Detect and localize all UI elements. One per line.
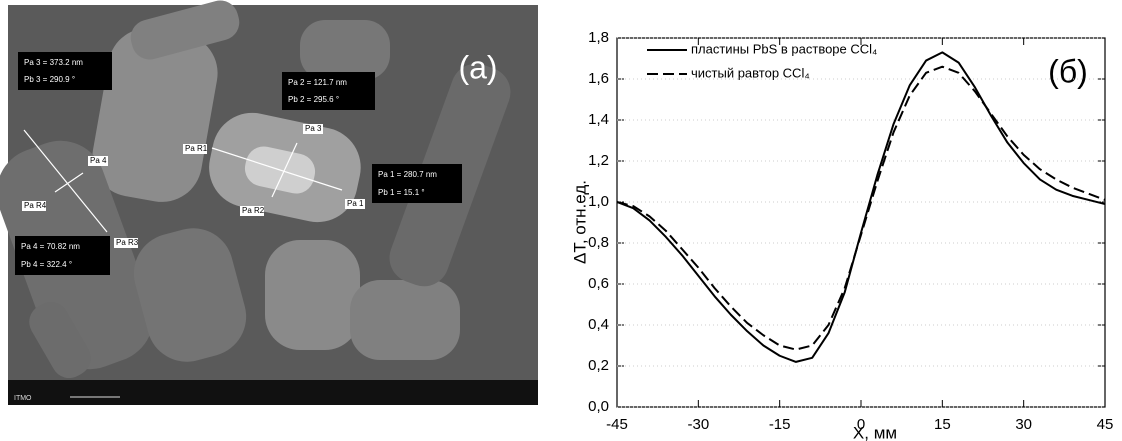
marker-label: Pa R1 [185,144,208,153]
x-axis-label: X, мм [853,423,897,441]
marker-label: Pa R2 [242,206,265,215]
annotation: Pb 1 = 15.1 ° [378,188,425,197]
legend-label: чистый равтор CCl₄ [691,65,810,80]
x-tick-label: 45 [1097,416,1114,433]
y-tick-label: 1,0 [588,193,609,210]
y-tick-label: 1,8 [588,29,609,46]
y-tick-label: 0,6 [588,275,609,292]
annotation: Pa 4 = 70.82 nm [21,242,80,251]
legend-label: пластины PbS в растворе CCl₄ [691,41,877,56]
plot-frame [616,37,1106,408]
annotation: Pb 2 = 295.6 ° [288,95,339,104]
x-tick-label: -30 [687,416,709,433]
series-line [616,65,1106,351]
marker-label: Pa R3 [116,238,139,247]
annotation: Pa 2 = 121.7 nm [288,78,347,87]
y-tick-label: 1,4 [588,111,609,128]
info-bar [8,380,538,405]
y-tick-label: 1,6 [588,70,609,87]
annotation: Pb 3 = 290.9 ° [24,75,75,84]
y-tick-label: 0,2 [588,357,609,374]
sem-image: Pa 3 = 373.2 nm Pb 3 = 290.9 ° Pa 2 = 12… [0,0,538,405]
x-tick-label: 30 [1015,416,1032,433]
x-tick-label: 15 [934,416,951,433]
y-tick-label: 0,8 [588,234,609,251]
x-tick-label: -15 [769,416,791,433]
annotation: Pa 3 = 373.2 nm [24,58,83,67]
annotation-boxes [15,52,462,275]
info-text: ITMO [14,395,32,402]
x-tick-label: -45 [606,416,628,433]
marker-label: Pa 4 [90,156,107,165]
y-tick-label: 1,2 [588,152,609,169]
annotation: Pb 4 = 322.4 ° [21,260,72,269]
series-line [616,51,1106,363]
particles [0,0,511,379]
panel-label: (б) [1048,53,1088,89]
x-tick-label: 0 [857,416,865,433]
marker-label: Pa 3 [305,124,322,133]
panel-label: (a) [458,49,497,85]
y-tick-label: 0,0 [588,398,609,415]
annotation: Pa 1 = 280.7 nm [378,170,437,179]
y-tick-label: 0,4 [588,316,609,333]
y-axis-label: ΔT, отн.ед. [570,180,589,264]
measure-lines [23,129,343,233]
marker-tags [22,124,365,248]
marker-label: Pa 1 [347,199,364,208]
marker-label: Pa R4 [24,201,47,210]
